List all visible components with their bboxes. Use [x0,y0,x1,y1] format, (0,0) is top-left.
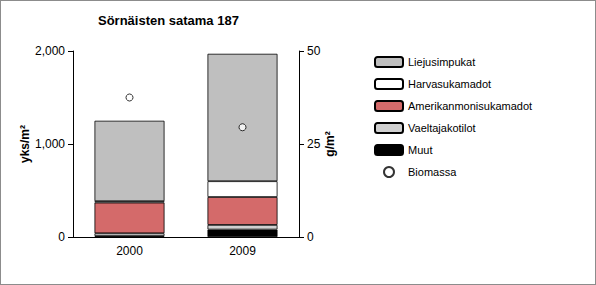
svg-text:0: 0 [307,230,314,244]
svg-text:0: 0 [58,230,65,244]
svg-text:yks/m²: yks/m² [18,125,32,163]
svg-text:25: 25 [307,137,321,151]
svg-text:50: 50 [307,44,321,58]
svg-text:Harvasukamadot: Harvasukamadot [408,78,491,90]
svg-text:2000: 2000 [116,244,143,258]
svg-text:1,000: 1,000 [35,137,65,151]
svg-text:Vaeltajakotilot: Vaeltajakotilot [408,122,476,134]
svg-text:Muut: Muut [408,144,432,156]
svg-text:Biomassa: Biomassa [408,166,457,178]
svg-text:2,000: 2,000 [35,44,65,58]
svg-text:2009: 2009 [229,244,256,258]
svg-text:Sörnäisten satama 187: Sörnäisten satama 187 [98,13,239,28]
svg-text:Liejusimpukat: Liejusimpukat [408,56,475,68]
svg-text:Amerikanmonisukamadot: Amerikanmonisukamadot [408,100,532,112]
svg-text:g/m²: g/m² [323,131,337,156]
